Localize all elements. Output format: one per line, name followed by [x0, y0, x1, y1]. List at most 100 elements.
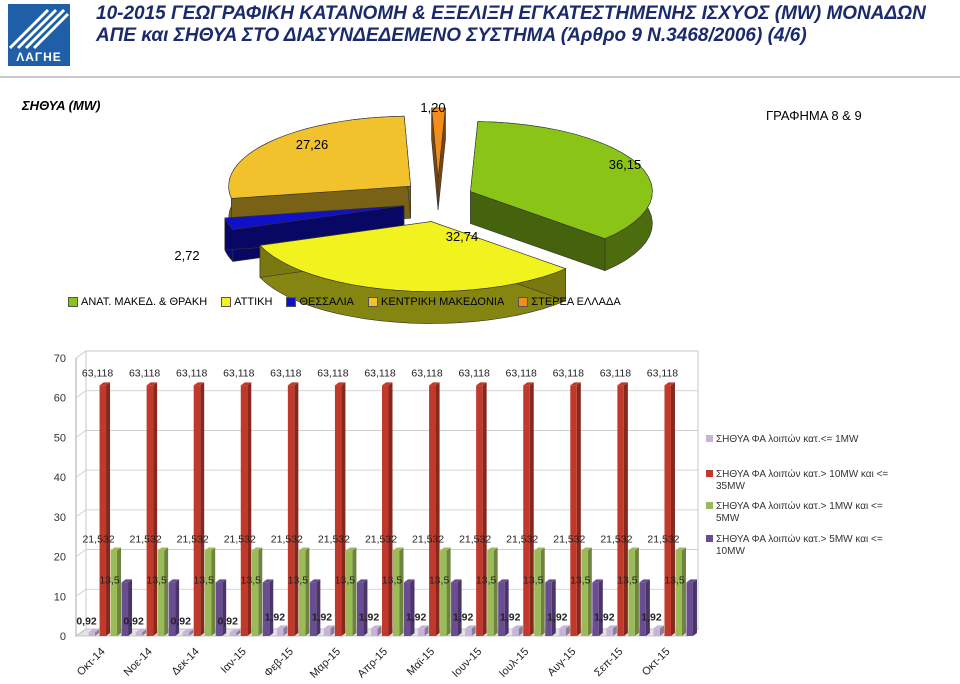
legend-label: ΑΝΑΤ. ΜΑΚΕΔ. & ΘΡΑΚΗ	[81, 296, 208, 308]
bar-0-2	[182, 629, 194, 636]
legend-swatch	[68, 297, 78, 307]
bar-value-label: 63,118	[600, 367, 631, 379]
x-tick-label: Ιουλ-15	[497, 646, 531, 680]
bar-value-label: 21,532	[271, 533, 303, 545]
bar-value-label: 13,5	[476, 574, 497, 586]
bar-2-4	[298, 547, 310, 636]
y-tick-label: 60	[54, 393, 66, 405]
legend-swatch	[286, 297, 297, 307]
bar-value-label: 21,532	[647, 533, 679, 545]
legend-label: ΚΕΝΤΡΙΚΗ ΜΑΚΕΔΟΝΙΑ	[381, 296, 505, 308]
bar-value-label: 13,5	[193, 574, 214, 586]
bar-value-label: 21,532	[224, 533, 256, 545]
gridline-side	[75, 509, 87, 518]
gridline-side	[75, 430, 87, 438]
bar-value-label: 1,92	[500, 611, 521, 623]
gridline-side	[75, 549, 87, 557]
pie-value-label: 1,20	[420, 100, 445, 115]
bar-2-9	[534, 547, 545, 636]
bar-value-label: 21,532	[318, 533, 350, 545]
legend-swatch	[706, 435, 713, 442]
bar-value-label: 13,5	[335, 574, 356, 586]
bar-0-8	[465, 625, 476, 636]
legend-swatch	[706, 470, 713, 477]
legend-label: ΣΗΘΥΑ ΦΑ λοιπών κατ.> 5MW και <=	[716, 533, 883, 545]
bar-value-label: 21,532	[600, 533, 632, 545]
x-tick-label: Νοε-14	[122, 646, 155, 679]
logo-text: ΛΑΓΗΕ	[16, 50, 62, 64]
bar-value-label: 1,92	[594, 611, 615, 623]
bar-value-label: 1,92	[265, 611, 286, 623]
bar-0-11	[606, 625, 617, 636]
bar-value-label: 63,118	[506, 367, 537, 379]
legend-label: ΣΗΘΥΑ ΦΑ λοιπών κατ.> 10MW και <=	[716, 468, 888, 480]
bar-value-label: 13,5	[146, 574, 167, 586]
bar-1-7	[429, 382, 440, 636]
pie-legend-item: ΚΕΝΤΡΙΚΗ ΜΑΚΕΔΟΝΙΑ	[368, 296, 504, 308]
gridline-side	[75, 469, 87, 478]
bar-1-4	[287, 382, 299, 636]
bar-value-label: 1,92	[406, 611, 427, 623]
pie-chart-title: ΣΗΘΥΑ (MW)	[22, 98, 101, 113]
pie-slice-1	[259, 221, 567, 324]
bar-value-label: 63,118	[364, 367, 395, 379]
bar-value-label: 0,92	[218, 615, 239, 627]
x-tick-label: Οκτ-14	[75, 646, 108, 679]
bar-0-9	[512, 625, 523, 636]
bar-value-label: 63,118	[411, 367, 442, 379]
bar-1-8	[476, 382, 487, 636]
bar-3-11	[639, 579, 650, 636]
legend-swatch	[706, 502, 713, 509]
bar-value-label: 21,532	[412, 533, 444, 545]
bar-0-7	[418, 625, 429, 636]
bar-1-6	[382, 382, 393, 636]
x-tick-label: Μαϊ-15	[405, 646, 437, 678]
bar-value-label: 0,92	[76, 615, 97, 627]
bar-value-label: 21,532	[82, 533, 114, 545]
x-tick-label: Σεπ-15	[592, 646, 625, 679]
gridline-side	[75, 628, 87, 637]
bar-0-4	[276, 625, 288, 636]
x-tick-label: Ιουν-15	[450, 646, 484, 680]
bar-3-12	[686, 579, 697, 636]
bar-1-1	[146, 382, 158, 636]
bar-3-2	[215, 579, 227, 636]
bar-value-label: 21,532	[365, 533, 397, 545]
y-tick-label: 10	[54, 591, 66, 603]
bar-3-0	[121, 579, 133, 636]
bar-2-6	[393, 547, 404, 636]
x-tick-label: Φεβ-15	[262, 646, 296, 680]
bar-3-1	[168, 579, 180, 636]
bar-1-2	[193, 382, 205, 636]
legend-swatch	[706, 535, 713, 542]
legend-swatch	[221, 297, 232, 307]
bar-1-11	[617, 382, 628, 636]
bar-value-label: 13,5	[570, 574, 591, 586]
pie-value-label: 27,26	[296, 137, 329, 152]
bar-value-label: 63,118	[223, 367, 254, 379]
bar-value-label: 1,92	[641, 611, 662, 623]
pie-legend-item: ΘΕΣΣΑΛΙΑ	[286, 296, 354, 308]
bar-3-5	[356, 579, 368, 636]
bar-value-label: 1,92	[453, 611, 474, 623]
bar-value-label: 63,118	[82, 367, 113, 379]
bar-value-label: 21,532	[177, 533, 209, 545]
logo-stripes-icon	[8, 8, 70, 50]
legend-swatch	[368, 297, 379, 307]
title-divider	[0, 76, 960, 78]
bar-value-label: 21,532	[459, 533, 491, 545]
legend-label-cont: 35MW	[716, 481, 745, 492]
y-tick-label: 70	[54, 353, 66, 365]
bar-3-3	[262, 579, 274, 636]
bar-0-12	[653, 625, 664, 636]
legend-swatch	[518, 297, 529, 307]
bar-2-0	[110, 547, 122, 636]
bar-value-label: 13,5	[523, 574, 544, 586]
bar-value-label: 1,92	[359, 611, 380, 623]
x-tick-label: Ιαν-15	[219, 646, 249, 676]
legend-label: ΣΤΕΡΕΑ ΕΛΛΑΔΑ	[531, 296, 621, 308]
legend-label: ΣΗΘΥΑ ΦΑ λοιπών κατ.<= 1MW	[716, 433, 859, 445]
pie-legend-item: ΣΤΕΡΕΑ ΕΛΛΑΔΑ	[518, 296, 621, 308]
pie-legend: ΑΝΑΤ. ΜΑΚΕΔ. & ΘΡΑΚΗ ΑΤΤΙΚΗ ΘΕΣΣΑΛΙΑ ΚΕΝΤΡΙ…	[68, 296, 621, 308]
bar-value-label: 1,92	[547, 611, 568, 623]
